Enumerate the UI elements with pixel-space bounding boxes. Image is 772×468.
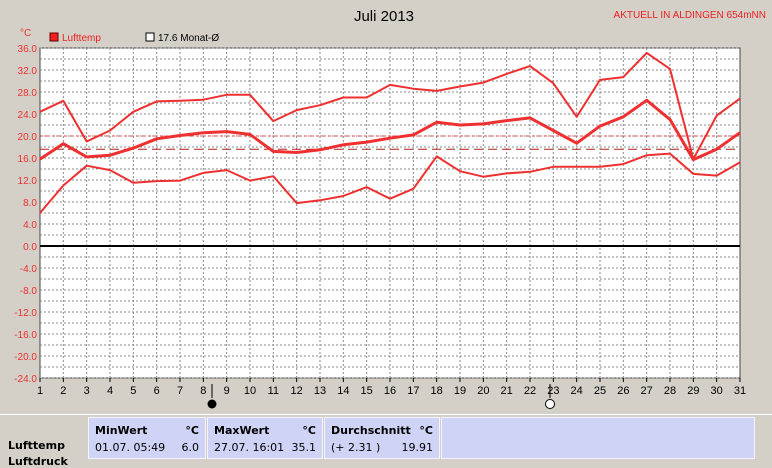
x-tick-label: 29: [687, 385, 699, 397]
legend-series-swatch: [49, 32, 59, 42]
x-tick-label: 19: [454, 385, 466, 397]
y-tick-labels: 36.0 32.0 28.0 24.0 20.0 16.0 12.0 8.0 4.0 0.0 -4.…: [14, 44, 37, 385]
min-value: 6.0: [181, 441, 200, 454]
min-header: MinWert: [95, 424, 148, 437]
y-tick-label: 8.0: [23, 198, 37, 209]
stats-panel: Lufttemp Luftdruck MinWert °C 01.07. 05:…: [0, 414, 772, 468]
y-tick-label: -20.0: [14, 352, 37, 363]
x-tick-label: 23: [547, 385, 559, 397]
x-tick-label: 26: [617, 385, 629, 397]
new-moon-icon: [207, 399, 217, 409]
x-tick-label: 9: [224, 385, 230, 397]
x-tick-label: 20: [477, 385, 489, 397]
y-tick-label: -16.0: [14, 330, 37, 341]
x-tick-label: 15: [361, 385, 373, 397]
y-unit-label: °C: [20, 28, 31, 39]
legend-average-label: 17.6 Monat-Ø: [158, 33, 219, 44]
legend-average-swatch: [145, 32, 155, 42]
series-line-max: [39, 51, 741, 161]
x-tick-label: 13: [314, 385, 326, 397]
x-tick-label: 2: [60, 385, 66, 397]
x-tick-label: 12: [291, 385, 303, 397]
max-value-cell: MaxWert °C 27.07. 16:01 35.1: [207, 417, 323, 459]
x-tick-label: 28: [664, 385, 676, 397]
x-tick-label: 31: [734, 385, 746, 397]
x-tick-label: 8: [200, 385, 206, 397]
y-tick-label: -24.0: [14, 374, 37, 385]
x-tick-label: 27: [641, 385, 653, 397]
series-line-min: [39, 152, 741, 214]
x-tick-label: 1: [37, 385, 43, 397]
x-tick-label: 21: [501, 385, 513, 397]
x-tick-label: 16: [384, 385, 396, 397]
x-tick-label: 4: [107, 385, 113, 397]
x-tick-label: 22: [524, 385, 536, 397]
average-unit: °C: [419, 424, 433, 437]
x-tick-label: 17: [407, 385, 419, 397]
x-tick-label: 3: [84, 385, 90, 397]
stats-row-label-2: Luftdruck: [8, 455, 68, 468]
y-tick-label: -12.0: [14, 308, 37, 319]
y-tick-label: 24.0: [18, 110, 38, 121]
empty-stats-cell: [441, 417, 755, 459]
max-header: MaxWert: [214, 424, 270, 437]
x-tick-label: 5: [130, 385, 136, 397]
min-value-cell: MinWert °C 01.07. 05:49 6.0: [88, 417, 206, 459]
average-value: 19.91: [401, 441, 434, 454]
full-moon-icon: [545, 399, 555, 409]
grid-lines: [40, 47, 740, 379]
legend-series-label: Lufttemp: [62, 33, 101, 44]
x-tick-label: 25: [594, 385, 606, 397]
y-tick-label: 28.0: [18, 88, 38, 99]
chart-title: Juli 2013: [354, 8, 414, 25]
max-value: 35.1: [291, 441, 317, 454]
x-tick-label: 18: [431, 385, 443, 397]
average-value-cell: Durchschnitt °C (+ 2.31 ) 19.91: [324, 417, 440, 459]
average-delta: (+ 2.31 ): [331, 441, 381, 454]
y-tick-label: 36.0: [18, 44, 38, 55]
max-time: 27.07. 16:01: [214, 441, 285, 454]
x-tick-label: 30: [711, 385, 723, 397]
y-tick-label: 32.0: [18, 66, 38, 77]
max-unit: °C: [302, 424, 316, 437]
y-tick-label: -8.0: [20, 286, 38, 297]
series-line-mittel: [39, 98, 741, 162]
series-lines: [39, 51, 741, 214]
stats-row-label: Lufttemp: [8, 439, 65, 452]
average-header: Durchschnitt: [331, 424, 411, 437]
y-tick-label: -4.0: [20, 264, 38, 275]
min-unit: °C: [185, 424, 199, 437]
y-tick-label: 0.0: [23, 242, 37, 253]
y-tick-label: 16.0: [18, 154, 38, 165]
x-tick-label: 7: [177, 385, 183, 397]
x-tick-label: 14: [337, 385, 349, 397]
station-label: AKTUELL IN ALDINGEN 654mNN: [614, 10, 766, 21]
y-tick-label: 20.0: [18, 132, 38, 143]
y-tick-label: 4.0: [23, 220, 37, 231]
x-tick-label: 10: [244, 385, 256, 397]
temperature-chart: 36.0 32.0 28.0 24.0 20.0 16.0 12.0 8.0 4.0 0.0 -4.…: [14, 8, 766, 409]
x-tick-labels: 1 2 3 4 5 6 7 8 9 10 11 12 13 14 15 16 17 18 19 20 21 22 23 24 2…: [37, 378, 746, 397]
reference-lines: [40, 135, 740, 247]
x-tick-label: 24: [571, 385, 583, 397]
x-tick-label: 6: [154, 385, 160, 397]
y-tick-label: 12.0: [18, 176, 38, 187]
x-tick-label: 11: [268, 385, 279, 397]
min-time: 01.07. 05:49: [95, 441, 166, 454]
